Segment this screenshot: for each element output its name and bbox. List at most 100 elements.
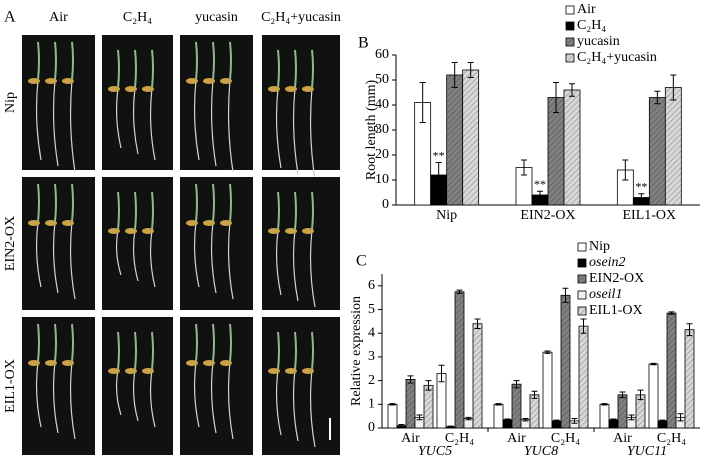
shoot [54,323,57,363]
bar [462,69,480,206]
root [69,361,76,440]
root [275,229,282,296]
x-tick-label: EIL1-OX [623,208,677,223]
shoot [151,331,154,371]
bar [547,97,565,206]
shoot [37,41,40,81]
y-tick-label: 50 [375,72,389,87]
error-bar [416,414,423,421]
error-bar [650,362,657,366]
error-bar [670,74,677,101]
y-tick-label: 60 [375,47,389,62]
shoot [311,191,314,231]
shoot [54,41,57,81]
seed [203,78,215,84]
photo [22,177,95,310]
root [292,369,299,442]
photo [22,35,95,170]
photo [180,35,253,170]
root [210,79,217,167]
error-bar [610,418,617,421]
shoot [212,323,215,363]
y-tick-label: 40 [375,97,389,112]
root [52,361,59,434]
shoot [229,183,232,223]
bar [684,329,695,429]
root [132,87,139,155]
legend-label: C₂H₄+yucasin [577,50,657,65]
y-tick-label: 4 [368,325,375,340]
root [115,87,122,149]
seed [203,360,215,366]
root [132,369,139,422]
root [275,369,282,436]
bar [599,403,610,429]
shoot [229,323,232,363]
seed [302,228,314,234]
error-bar [638,193,645,202]
root [193,79,200,161]
error-bar [521,159,527,176]
photo [102,317,173,455]
seed [186,360,198,366]
bar [666,312,677,429]
root [35,79,42,161]
y-axis-label: Relative expression [349,296,364,406]
seed [220,220,232,226]
error-bar [601,403,608,406]
error-bar [465,416,472,421]
y-tick-label: 5 [368,302,375,317]
shoot [151,191,154,231]
legend-swatch [577,306,587,316]
bar [648,363,659,429]
root [309,87,316,181]
photo [262,317,340,455]
legend-label: oseil1 [589,287,622,302]
seed [285,86,297,92]
group-label: YUC8 [524,444,558,459]
column-label: C₂H₄ [123,10,152,25]
shoot [195,183,198,223]
photo [262,35,340,170]
root [35,361,42,428]
x-tick-label: EIN2-OX [520,208,575,223]
column-label: C₂H₄+yucasin [261,10,341,25]
root [132,229,139,282]
error-bar [569,83,575,97]
photo [22,317,95,455]
shoot [71,41,74,81]
seed [108,228,120,234]
root [292,229,299,302]
legend-swatch [577,290,587,300]
shoot [134,191,137,231]
shoot [311,49,314,89]
error-bar [637,389,644,401]
root [275,87,282,169]
error-bar [580,318,587,334]
seed [45,220,57,226]
shoot [195,41,198,81]
error-bar [398,423,405,428]
error-bar [553,82,559,113]
x-tick-label: Air [507,431,526,446]
seed [125,228,137,234]
legend-label: EIL1-OX [589,303,643,318]
group-label: YUC5 [418,444,452,459]
seed [302,368,314,374]
seed [186,220,198,226]
photo [180,317,253,455]
error-bar [571,418,578,424]
y-tick-label: 0 [382,197,389,212]
error-bar [544,350,551,354]
column-label: yucasin [195,10,238,25]
error-bar [619,391,626,399]
error-bar [622,159,629,181]
seed [28,78,40,84]
shoot [229,41,232,81]
shoot [294,49,297,89]
shoot [71,183,74,223]
shoot [151,49,154,89]
seed [285,228,297,234]
error-bar [504,418,511,421]
error-bar [425,380,432,391]
